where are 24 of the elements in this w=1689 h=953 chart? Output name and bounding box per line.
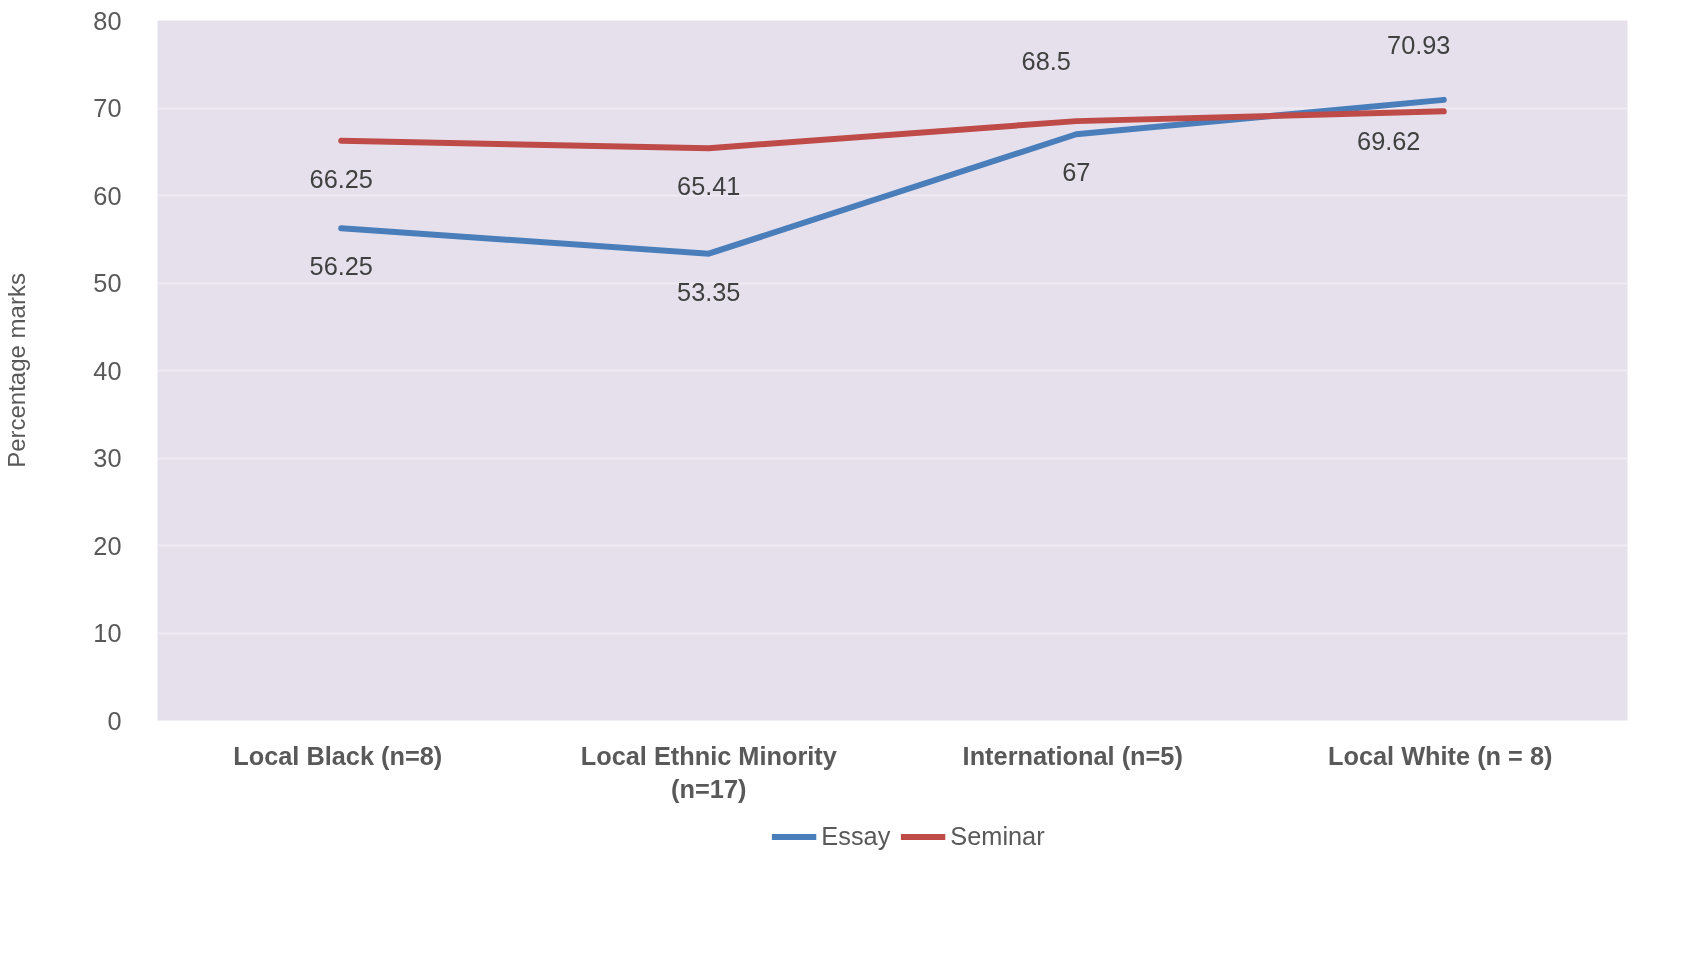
y-tick-label: 30 [93,444,122,472]
data-label: 56.25 [309,252,373,281]
y-tick-label: 60 [93,181,122,210]
y-axis-title: Percentage marks [3,273,31,468]
y-tick-label: 10 [93,619,122,647]
x-tick-label: International (n=5) [962,741,1183,770]
data-label: 70.93 [1387,30,1451,59]
y-tick-label: 20 [93,531,122,560]
x-tick-label: Local Ethnic Minority (n=17) [580,741,837,804]
legend-label: Seminar [950,821,1045,851]
y-tick-label: 50 [93,269,122,297]
data-label: 65.41 [677,172,741,201]
x-tick-label: Local Black (n=8) [233,741,443,770]
data-label: 69.62 [1357,127,1421,156]
data-label: 66.25 [309,164,373,193]
y-tick-label: 40 [93,356,122,385]
y-tick-label: 80 [93,6,122,35]
legend-label: Essay [821,821,891,851]
data-label: 53.35 [677,277,741,306]
data-label: 67 [1062,158,1091,187]
y-tick-label: 70 [93,94,122,122]
x-tick-label: Local White (n = 8) [1328,741,1553,770]
y-tick-label: 0 [107,706,122,735]
data-label: 68.5 [1021,47,1071,76]
